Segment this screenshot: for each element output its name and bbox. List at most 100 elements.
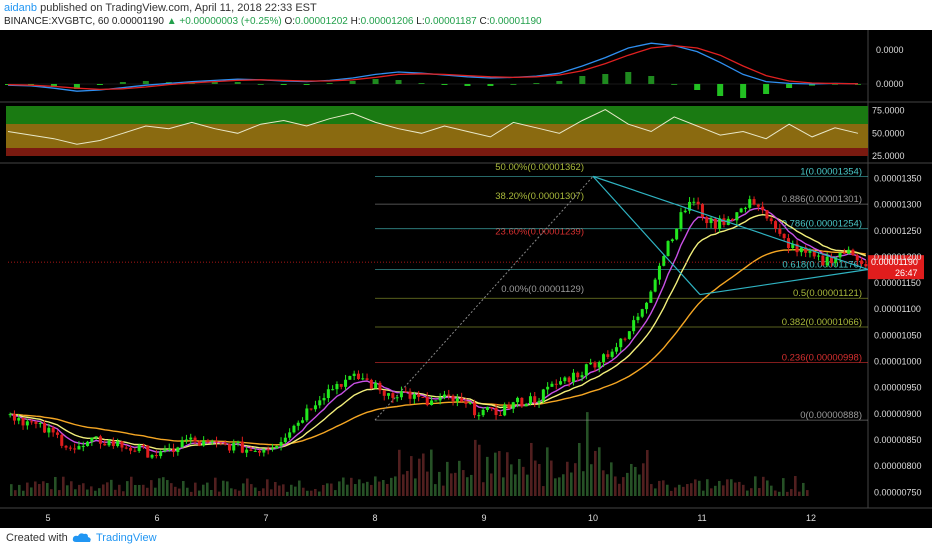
volume-bar: [438, 471, 441, 496]
candle-body: [481, 409, 485, 416]
candle-body: [387, 393, 391, 396]
volume-bar: [578, 442, 581, 496]
candle-body: [296, 422, 300, 426]
volume-bar: [558, 477, 561, 496]
candle-body: [769, 218, 773, 222]
volume-bar: [590, 464, 593, 496]
candle-body: [778, 228, 782, 234]
price-tick-label: 0.00001150: [874, 278, 921, 288]
volume-bar: [362, 483, 365, 496]
volume-bar: [694, 479, 697, 496]
candle-body: [468, 402, 472, 404]
candle-body: [442, 394, 446, 398]
volume-bar: [74, 489, 77, 496]
volume-bar: [630, 463, 633, 496]
candle-body: [632, 320, 636, 332]
candle-body: [172, 448, 176, 453]
volume-bar: [138, 484, 141, 496]
rsi-line: [7, 109, 859, 145]
volume-bar: [670, 490, 673, 496]
candle-body: [739, 208, 743, 213]
macd-histogram-bar: [625, 72, 632, 84]
candle-body: [640, 309, 644, 317]
volume-bar: [170, 483, 173, 496]
price-tick-label: 0.00000850: [874, 435, 922, 445]
volume-bar: [722, 485, 725, 496]
volume-bar: [186, 487, 189, 496]
publish-info: published on TradingView.com, April 11, …: [40, 2, 317, 14]
volume-bar: [450, 473, 453, 496]
candle-body: [563, 377, 567, 382]
volume-bar: [230, 488, 233, 496]
high-label: H:: [350, 16, 361, 27]
volume-bar: [290, 484, 293, 496]
author-link[interactable]: aidanb: [4, 2, 38, 14]
candle-body: [133, 450, 137, 452]
volume-bar: [702, 490, 705, 496]
candle-body: [477, 415, 481, 417]
macd-histogram-bar: [303, 84, 310, 85]
price-chart[interactable]: 50.00%(0.00001362) 38.20%(0.00001307) 23.6…: [0, 30, 932, 528]
candle-body: [219, 442, 223, 444]
volume-bar: [398, 449, 401, 496]
fib-level-label: 0.5(0.00001121): [793, 288, 862, 299]
candle-body: [593, 362, 597, 368]
macd-signal-line: [7, 44, 859, 91]
volume-bar: [418, 458, 421, 496]
macd-histogram-bar: [73, 84, 80, 89]
candle-body: [791, 243, 795, 249]
volume-bars: [10, 412, 809, 496]
volume-bar: [738, 481, 741, 496]
candle-body: [425, 397, 429, 406]
macd-histogram-bar: [142, 81, 149, 84]
candle-body: [765, 210, 769, 219]
candle-body: [43, 423, 47, 433]
candle-body: [619, 338, 623, 348]
tradingview-brand[interactable]: TradingView: [96, 532, 157, 544]
volume-bar: [778, 491, 781, 496]
volume-bar: [294, 486, 297, 496]
volume-bar: [146, 487, 149, 496]
candle-body: [202, 440, 206, 446]
volume-bar: [714, 485, 717, 496]
candle-body: [8, 414, 12, 416]
candle-body: [533, 396, 537, 403]
macd-panel: [5, 42, 868, 98]
candle-body: [90, 437, 94, 442]
candle-body: [215, 441, 219, 443]
volume-bar: [142, 484, 145, 496]
high-value: 0.00001206: [360, 16, 414, 27]
candle-body: [825, 256, 829, 266]
candle-body: [455, 397, 459, 402]
volume-bar: [422, 453, 425, 496]
candle-body: [606, 354, 610, 357]
volume-bar: [14, 490, 17, 496]
candle-body: [430, 400, 434, 406]
triangle-left-line: [592, 175, 701, 295]
volume-bar: [158, 478, 161, 496]
candle-body: [675, 228, 679, 240]
candle-body: [38, 423, 42, 425]
candle-body: [348, 376, 352, 380]
volume-bar: [246, 478, 249, 496]
volume-bar: [582, 471, 585, 496]
time-tick-label: 9: [481, 513, 486, 523]
fib-trend-line: [374, 176, 594, 421]
time-tick-label: 8: [372, 513, 377, 523]
candle-body: [864, 264, 868, 267]
candle-body: [64, 445, 68, 448]
volume-bar: [38, 484, 41, 496]
volume-bar: [18, 484, 21, 496]
volume-bar: [118, 484, 121, 496]
candle-body: [249, 449, 253, 452]
volume-bar: [358, 479, 361, 496]
candle-body: [528, 396, 532, 404]
symbol-label[interactable]: BINANCE:XVGBTC, 60: [4, 16, 110, 27]
volume-bar: [526, 474, 529, 496]
volume-bar: [666, 484, 669, 496]
volume-bar: [674, 487, 677, 496]
candle-body: [167, 448, 171, 450]
volume-bar: [374, 476, 377, 496]
candle-body: [662, 256, 666, 266]
volume-bar: [518, 459, 521, 496]
